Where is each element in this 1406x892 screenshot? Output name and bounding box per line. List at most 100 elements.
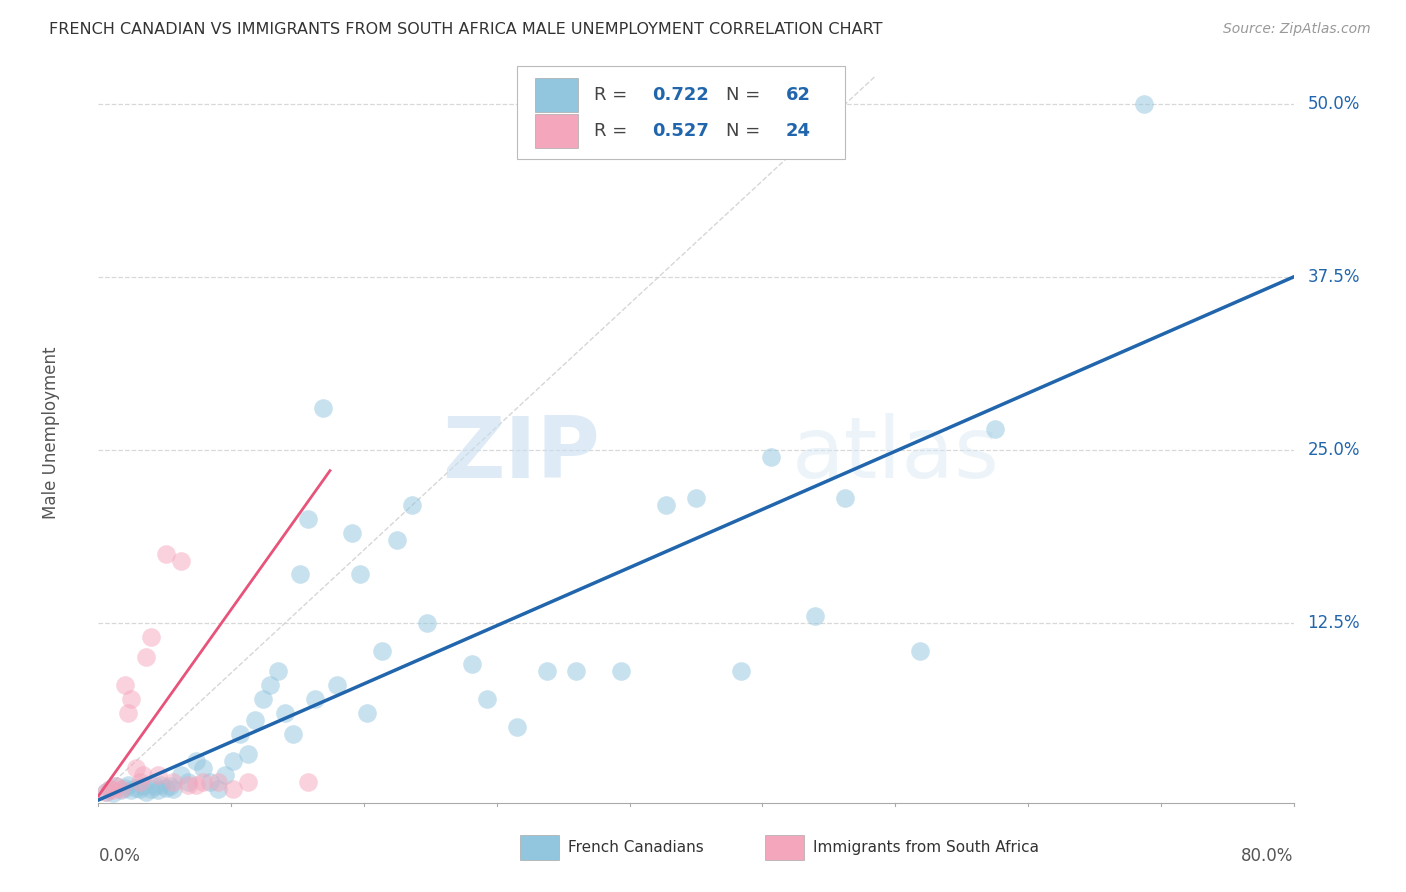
Point (222, 781, 245, 796)
Text: Immigrants from South Africa: Immigrants from South Africa (813, 839, 1039, 855)
Point (759, 450, 782, 464)
Point (349, 567, 371, 582)
Text: 37.5%: 37.5% (1308, 268, 1360, 286)
Point (177, 775, 200, 789)
Point (236, 747, 259, 762)
Text: 25.0%: 25.0% (1308, 441, 1360, 458)
Point (162, 775, 184, 789)
Point (730, 665, 752, 679)
FancyBboxPatch shape (534, 78, 578, 112)
Point (214, 768, 236, 782)
Point (143, 779, 166, 793)
Text: 62: 62 (786, 86, 811, 104)
Point (297, 775, 319, 789)
Point (200, 775, 222, 789)
Point (150, 778, 173, 792)
Point (610, 665, 633, 679)
Text: 0.0%: 0.0% (98, 847, 141, 865)
Text: R =: R = (595, 121, 633, 139)
Point (461, 657, 484, 672)
Text: N =: N = (725, 86, 766, 104)
Point (908, 643, 931, 657)
Point (984, 422, 1007, 436)
Point (304, 692, 326, 706)
Text: Source: ZipAtlas.com: Source: ZipAtlas.com (1223, 22, 1371, 37)
Point (155, 780, 177, 795)
Point (155, 547, 177, 561)
Point (110, 781, 132, 796)
FancyBboxPatch shape (520, 835, 558, 860)
Point (139, 630, 162, 644)
Point (342, 525, 364, 540)
Text: French Canadians: French Canadians (568, 839, 704, 855)
FancyBboxPatch shape (765, 835, 804, 860)
Point (114, 780, 136, 795)
Point (184, 778, 207, 792)
Point (536, 665, 558, 679)
Text: atlas: atlas (792, 413, 1000, 496)
Text: 50.0%: 50.0% (1308, 95, 1360, 113)
Point (371, 643, 394, 657)
Point (274, 706, 297, 720)
FancyBboxPatch shape (517, 66, 845, 159)
Point (207, 775, 229, 789)
Point (288, 567, 311, 582)
Text: N =: N = (725, 121, 766, 139)
Point (132, 768, 155, 782)
Point (169, 554, 191, 568)
Point (94, 785, 117, 799)
Point (401, 498, 423, 512)
Point (385, 533, 409, 547)
Point (416, 615, 439, 630)
Text: Male Unemployment: Male Unemployment (42, 346, 59, 519)
Text: 24: 24 (786, 121, 811, 139)
Point (103, 783, 125, 797)
Point (834, 491, 856, 506)
Point (132, 779, 155, 793)
Point (281, 726, 304, 740)
Point (184, 754, 207, 768)
Point (120, 783, 142, 797)
Point (120, 692, 142, 706)
Point (135, 650, 157, 665)
Point (110, 783, 132, 797)
Text: 0.527: 0.527 (652, 121, 709, 139)
Point (139, 781, 162, 796)
Point (259, 678, 281, 692)
Point (148, 783, 170, 797)
Text: 80.0%: 80.0% (1241, 847, 1294, 865)
Point (117, 706, 139, 720)
Text: 0.722: 0.722 (652, 86, 709, 104)
Text: FRENCH CANADIAN VS IMMIGRANTS FROM SOUTH AFRICA MALE UNEMPLOYMENT CORRELATION CH: FRENCH CANADIAN VS IMMIGRANTS FROM SOUTH… (49, 22, 883, 37)
Point (191, 761, 214, 775)
Point (245, 713, 267, 727)
Point (191, 775, 214, 789)
Point (105, 779, 128, 793)
Text: 12.5%: 12.5% (1308, 614, 1360, 632)
Point (297, 512, 319, 526)
Point (475, 692, 498, 706)
Point (177, 778, 200, 792)
Point (229, 726, 252, 740)
FancyBboxPatch shape (534, 113, 578, 147)
Point (356, 706, 378, 720)
Point (148, 768, 170, 782)
Point (685, 491, 707, 506)
Point (129, 781, 152, 796)
Point (159, 779, 181, 793)
Point (129, 775, 152, 789)
Point (117, 778, 139, 792)
Text: ZIP: ZIP (443, 413, 600, 496)
Point (1133, 97, 1156, 112)
Point (565, 665, 588, 679)
Point (105, 779, 128, 793)
Point (114, 678, 136, 692)
Point (311, 401, 333, 416)
Text: R =: R = (595, 86, 633, 104)
Point (655, 498, 678, 512)
Point (804, 609, 827, 624)
Point (506, 720, 529, 734)
Point (94, 785, 117, 799)
Point (236, 775, 259, 789)
Point (98, 781, 122, 796)
